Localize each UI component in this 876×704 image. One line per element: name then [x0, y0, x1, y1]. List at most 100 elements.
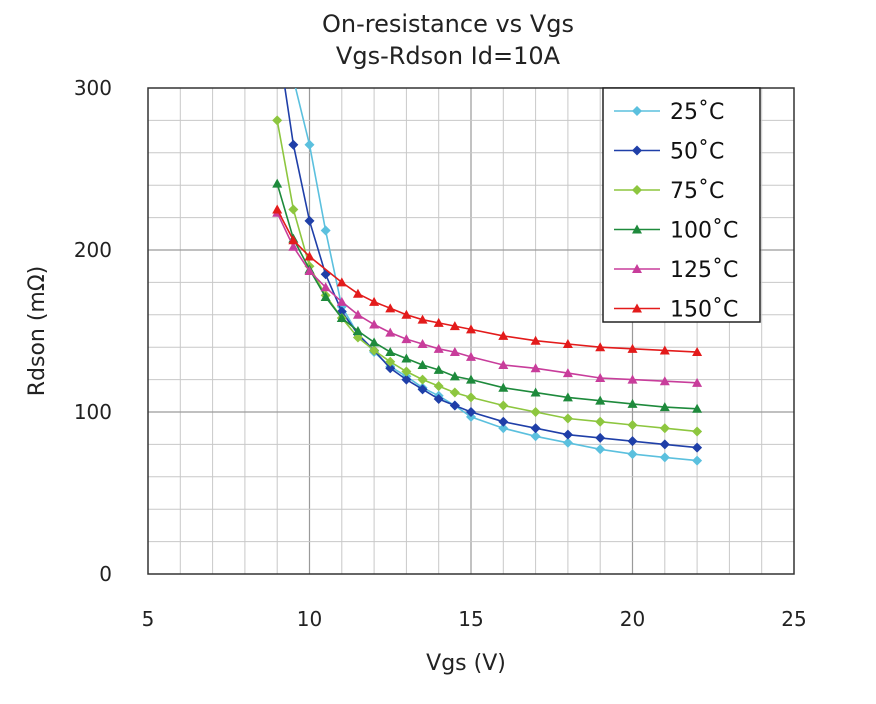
series-5: [272, 207, 703, 387]
data-point: [627, 419, 638, 430]
legend-marker: [632, 106, 642, 116]
series-layer: [272, 88, 703, 466]
data-point: [272, 115, 283, 126]
legend-label: 50˚C: [670, 140, 724, 165]
data-point: [498, 382, 509, 392]
data-point: [401, 353, 412, 363]
legend-label: 125˚C: [670, 258, 738, 283]
data-point: [304, 251, 315, 261]
data-point: [659, 439, 670, 450]
data-point: [417, 338, 428, 348]
data-point: [595, 416, 606, 427]
data-point: [498, 423, 509, 434]
data-point: [659, 423, 670, 434]
data-point: [401, 374, 412, 385]
data-point: [433, 394, 444, 405]
y-tick-label: 300: [74, 76, 112, 100]
series-4: [272, 178, 703, 413]
series-6: [272, 204, 703, 357]
data-point: [369, 345, 380, 356]
data-point: [659, 402, 670, 412]
data-point: [692, 377, 703, 387]
x-tick-label: 20: [620, 607, 645, 631]
data-point: [320, 291, 331, 301]
data-point: [369, 319, 380, 329]
data-point: [595, 444, 606, 455]
data-point: [288, 204, 299, 215]
data-point: [692, 442, 703, 453]
data-point: [498, 400, 509, 411]
data-point: [417, 374, 428, 385]
data-point: [498, 416, 509, 427]
tick-labels: 5 10 15 20 25 0 100 200 300: [74, 76, 807, 631]
data-point: [449, 387, 460, 398]
data-point: [288, 241, 299, 251]
series-line: [284, 88, 698, 449]
data-point: [595, 432, 606, 443]
data-point: [530, 335, 541, 345]
legend-entry: 100˚C: [614, 219, 738, 244]
legend-entry: 50˚C: [614, 140, 724, 165]
data-point: [449, 347, 460, 357]
data-point: [401, 334, 412, 344]
data-point: [692, 403, 703, 413]
data-point: [417, 360, 428, 370]
y-tick-label: 100: [74, 400, 112, 424]
legend-label: 100˚C: [670, 219, 738, 244]
data-point: [304, 266, 315, 276]
data-point: [466, 351, 476, 361]
data-point: [385, 303, 396, 313]
data-point: [627, 449, 638, 460]
data-point: [627, 374, 638, 384]
data-point: [595, 342, 606, 352]
data-point: [466, 324, 476, 334]
data-point: [562, 429, 573, 440]
x-axis-label: Vgs (V): [426, 651, 506, 676]
legend-entry: 75˚C: [614, 179, 724, 204]
data-point: [627, 436, 638, 447]
data-point: [449, 321, 460, 331]
data-point: [304, 215, 315, 226]
data-point: [562, 392, 573, 402]
legend-label: 25˚C: [670, 100, 724, 125]
data-point: [288, 235, 299, 245]
data-point: [595, 395, 606, 405]
data-point: [449, 371, 460, 381]
legend-label: 75˚C: [670, 179, 724, 204]
plot-area-frame: [147, 87, 795, 575]
data-point: [417, 314, 428, 324]
legend-marker: [632, 145, 642, 156]
data-point: [385, 327, 396, 337]
data-point: [449, 400, 460, 411]
data-point: [417, 384, 428, 395]
data-point: [627, 398, 638, 408]
legend-entry: 25˚C: [614, 100, 724, 125]
data-point: [466, 407, 476, 417]
legend-entry: 150˚C: [614, 298, 738, 323]
legend-marker: [632, 224, 642, 234]
y-tick-label: 0: [99, 562, 112, 586]
x-tick-label: 10: [297, 607, 322, 631]
data-point: [498, 360, 509, 370]
data-point: [401, 309, 412, 319]
data-point: [385, 363, 396, 374]
x-tick-label: 25: [781, 607, 806, 631]
data-point: [627, 343, 638, 353]
data-point: [352, 309, 363, 319]
x-tick-label: 5: [142, 607, 155, 631]
data-point: [659, 345, 670, 355]
data-point: [562, 437, 573, 448]
data-point: [320, 269, 331, 280]
legend-box: [602, 87, 761, 323]
data-point: [466, 392, 476, 403]
legend: 25˚C 50˚C 75˚C 100˚C 125˚C 150˚C: [602, 87, 761, 323]
data-point: [369, 296, 380, 306]
data-point: [433, 343, 444, 353]
legend-marker: [632, 185, 642, 195]
data-point: [433, 381, 444, 392]
legend-marker: [632, 303, 642, 313]
data-point: [433, 317, 444, 327]
data-point: [692, 455, 703, 466]
data-point: [530, 387, 541, 397]
